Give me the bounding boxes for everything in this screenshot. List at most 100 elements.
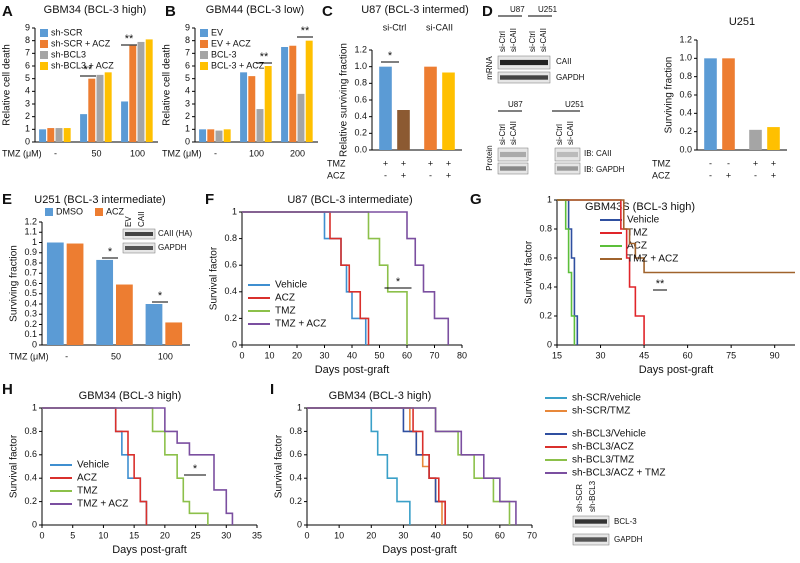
y-tick-label: 0.8 <box>289 426 302 436</box>
x-row-label: + <box>726 170 731 180</box>
x-tick-label: 60 <box>683 350 693 360</box>
legend-label: sh-BCL3 <box>51 49 86 59</box>
bar <box>722 58 735 151</box>
x-tick-label: 100 <box>130 148 145 158</box>
survival-curve <box>307 407 447 525</box>
y-tick-label: 0 <box>185 136 190 146</box>
bar <box>223 129 231 142</box>
y-axis-label: Relative cell death <box>2 44 13 126</box>
panel-letter: A <box>2 3 13 20</box>
survival-curve <box>557 199 576 345</box>
y-tick-label: 7 <box>185 48 190 58</box>
y-tick-label: 0.7 <box>24 268 37 278</box>
x-tick-label: 15 <box>129 530 139 540</box>
y-tick-label: 4 <box>25 86 30 96</box>
y-tick-label: 1.0 <box>354 61 367 71</box>
chart-title: GBM44 (BCL-3 low) <box>206 4 304 16</box>
legend-label: ACZ <box>77 473 97 484</box>
legend-label: TMZ <box>77 486 98 497</box>
legend-label: sh-SCR/TMZ <box>572 406 630 417</box>
legend-label: ACZ <box>275 293 295 304</box>
blot-label: si-Ctrl <box>498 31 507 52</box>
x-tick-label: 10 <box>334 530 344 540</box>
y-tick-label: 0.6 <box>224 260 237 270</box>
y-tick-label: 0.5 <box>24 288 37 298</box>
x-row-name: TMZ <box>327 158 346 168</box>
blot-band <box>500 75 548 80</box>
y-axis-label: Surviving fraction <box>664 57 675 134</box>
legend-swatch <box>40 40 48 48</box>
y-tick-label: 2 <box>185 111 190 121</box>
x-row-label: + <box>771 158 776 168</box>
y-tick-label: 1 <box>232 206 237 216</box>
x-tick-label: 15 <box>552 350 562 360</box>
y-tick-label: 1.1 <box>24 227 37 237</box>
x-tick-label: 80 <box>457 350 467 360</box>
y-axis-label: Surviving fraction <box>9 245 20 322</box>
blot-label: si-Ctrl <box>498 124 507 145</box>
legend-label: sh-SCR <box>51 27 83 37</box>
panel-letter: B <box>165 3 176 20</box>
y-tick-label: 6 <box>185 60 190 70</box>
legend-label: sh-SCR + ACZ <box>51 38 111 48</box>
legend-swatch <box>95 208 103 216</box>
x-row-label: + <box>446 170 451 180</box>
y-tick-label: 7 <box>25 48 30 58</box>
bar <box>145 304 163 345</box>
y-tick-label: 0.3 <box>24 309 37 319</box>
bar <box>96 259 114 345</box>
y-tick-label: 0.4 <box>289 473 302 483</box>
bar <box>199 129 207 142</box>
x-row-label: + <box>401 158 406 168</box>
y-tick-label: 1.2 <box>679 34 692 44</box>
bar <box>39 129 47 142</box>
chart-title: U251 <box>729 16 755 28</box>
x-tick-label: 10 <box>98 530 108 540</box>
y-tick-label: 2 <box>25 111 30 121</box>
group-label: si-Ctrl <box>383 22 407 32</box>
y-axis-label: Relative cell death <box>162 44 173 126</box>
x-tick-label: 45 <box>639 350 649 360</box>
legend-label: Vehicle <box>77 460 110 471</box>
blot-band <box>575 519 607 524</box>
x-tick-label: 100 <box>158 351 173 361</box>
y-axis-label: Survival factor <box>9 434 20 498</box>
y-tick-label: 0.2 <box>354 128 367 138</box>
y-tick-label: 0.2 <box>679 126 692 136</box>
x-row-label: + <box>771 170 776 180</box>
y-tick-label: 0.6 <box>24 449 37 459</box>
x-row-label: + <box>383 158 388 168</box>
blot-label: U87 <box>510 5 525 14</box>
y-tick-label: 8 <box>25 35 30 45</box>
bar <box>96 74 104 142</box>
y-tick-label: 0 <box>232 339 237 349</box>
legend-label: sh-SCR/vehicle <box>572 393 641 404</box>
legend-label: EV + ACZ <box>211 38 251 48</box>
x-tick-label: 50 <box>463 530 473 540</box>
chart-title: GBM43S (BCL-3 high) <box>585 201 695 213</box>
chart-title: U251 (BCL-3 intermediate) <box>34 194 165 206</box>
bar <box>104 72 112 142</box>
panel-letter: H <box>2 381 13 398</box>
y-tick-label: 4 <box>185 86 190 96</box>
x-tick-label: 60 <box>495 530 505 540</box>
bar <box>88 78 96 142</box>
y-tick-label: 3 <box>25 98 30 108</box>
panel-letter: I <box>270 381 274 398</box>
blot-band <box>500 166 526 171</box>
x-row-label: - <box>727 158 730 168</box>
x-tick-label: 30 <box>319 350 329 360</box>
bar <box>264 66 272 142</box>
y-tick-label: 8 <box>185 35 190 45</box>
x-axis-label: Days post-graft <box>639 364 714 376</box>
survival-curve <box>242 211 450 345</box>
y-tick-label: 0.8 <box>24 426 37 436</box>
x-tick-label: 0 <box>239 350 244 360</box>
y-tick-label: 9 <box>25 22 30 32</box>
x-tick-label: 20 <box>160 530 170 540</box>
legend-swatch <box>40 51 48 59</box>
x-tick-label: 30 <box>221 530 231 540</box>
x-row-name: ACZ <box>327 170 346 180</box>
x-tick-label: 40 <box>347 350 357 360</box>
